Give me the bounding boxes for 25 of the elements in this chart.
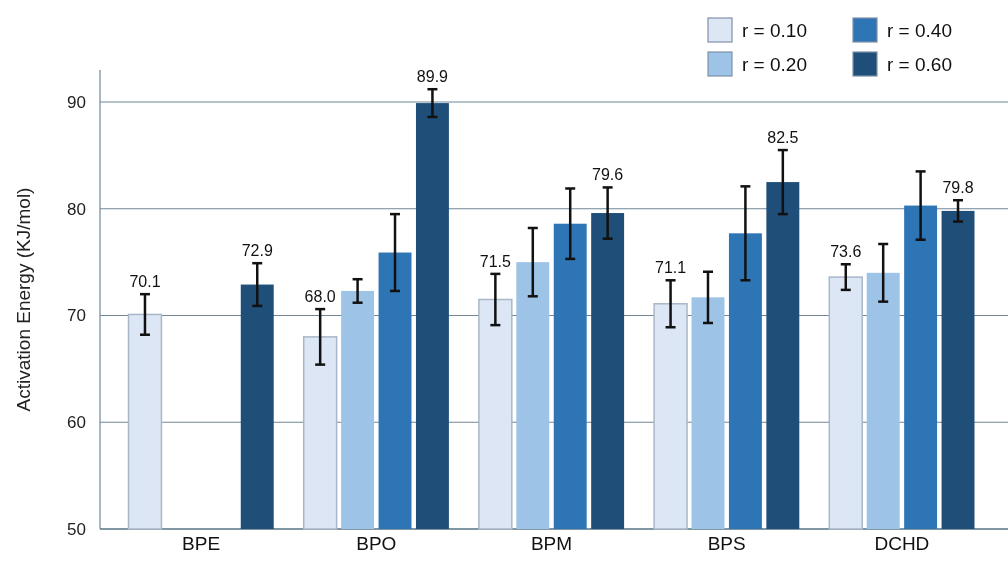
y-axis-title: Activation Energy (KJ/mol) — [13, 187, 34, 412]
x-tick-label: BPS — [707, 533, 746, 555]
legend-label: r = 0.60 — [887, 54, 952, 75]
data-label: 89.9 — [416, 68, 449, 86]
data-label: 79.8 — [942, 179, 974, 197]
x-tick-label: DCHD — [874, 533, 930, 555]
data-label: 68.0 — [304, 288, 336, 306]
y-tick-label: 80 — [67, 199, 86, 219]
x-tick-label: BPE — [182, 533, 221, 555]
legend-label: r = 0.40 — [887, 20, 952, 41]
data-label: 70.1 — [129, 273, 161, 291]
legend-label: r = 0.10 — [742, 20, 807, 41]
x-tick-label: BPO — [356, 533, 397, 555]
data-label: 73.6 — [830, 243, 862, 261]
data-label: 79.6 — [592, 166, 624, 184]
x-tick-label: BPM — [530, 533, 573, 555]
legend-label: r = 0.20 — [742, 54, 807, 75]
data-label: 72.9 — [241, 242, 273, 260]
y-tick-label: 50 — [67, 519, 86, 539]
data-label: 71.1 — [655, 259, 687, 277]
y-tick-label: 70 — [67, 306, 86, 326]
y-tick-label: 90 — [67, 92, 86, 112]
data-label: 82.5 — [767, 129, 799, 147]
y-tick-label: 60 — [67, 413, 86, 433]
data-label: 71.5 — [479, 252, 512, 270]
